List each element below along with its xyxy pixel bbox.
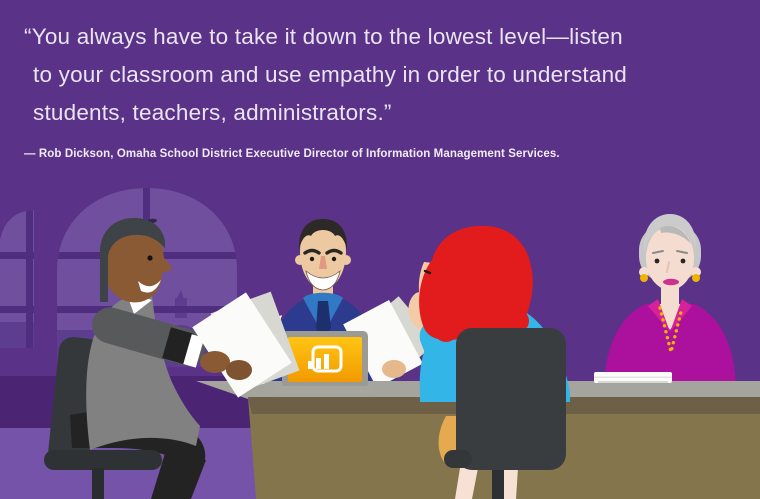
laptop (276, 331, 372, 393)
laptop-base (276, 386, 372, 393)
earring-right (692, 274, 700, 282)
office-chair-right-back (456, 328, 566, 470)
notebook (594, 372, 672, 383)
office-chair-right-post (492, 470, 504, 499)
office-chair-right-armrest (444, 450, 472, 468)
earring-left (640, 274, 648, 282)
office-chair-left-post (92, 468, 104, 499)
quote-line-1: “You always have to take it down to the … (24, 24, 623, 49)
window-left (0, 210, 34, 348)
person-red-haired-woman (408, 225, 570, 499)
quote-line-2: to your classroom and use empathy in ord… (33, 62, 628, 87)
quote-attribution: — Rob Dickson, Omaha School District Exe… (24, 148, 560, 160)
hair (100, 217, 165, 302)
person-left-man (44, 217, 300, 499)
office-chair-left-seat (44, 450, 162, 470)
shirt-cuff (183, 334, 205, 368)
paper-sheets (192, 292, 292, 398)
red-hair (419, 225, 533, 341)
quote-block: “You always have to take it down to the … (24, 18, 714, 160)
quote-line-3: students, teachers, administrators.” (33, 100, 392, 125)
power-bi-logo-icon (308, 345, 343, 373)
person-older-woman (604, 214, 736, 392)
